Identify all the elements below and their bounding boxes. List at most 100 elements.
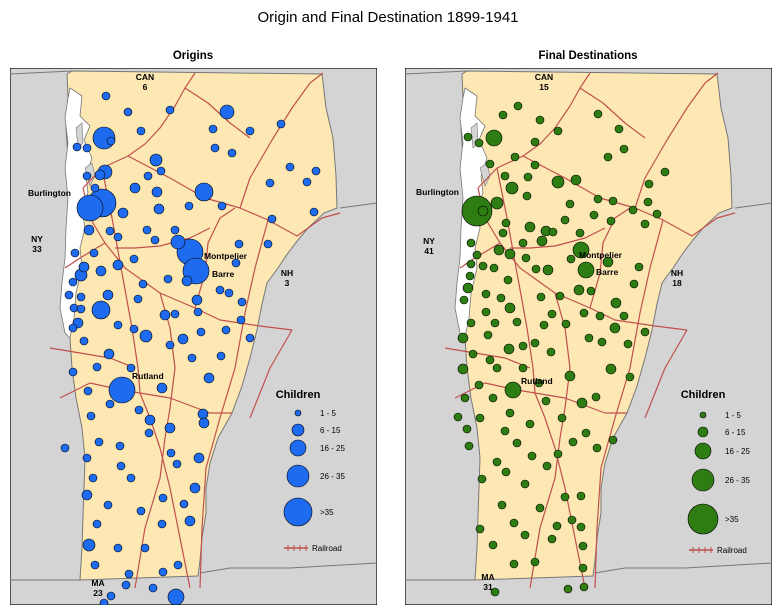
- town-marker: [553, 449, 563, 459]
- neighbor-ny-name: NY: [31, 234, 43, 244]
- neighbor-can-count: 15: [539, 82, 549, 92]
- town-marker: [463, 132, 473, 142]
- town-marker: [68, 323, 78, 333]
- town-marker: [512, 317, 522, 327]
- town-marker: [129, 182, 141, 194]
- town-marker: [481, 307, 491, 317]
- town-marker: [602, 256, 614, 268]
- town-marker: [477, 474, 487, 484]
- town-marker: [78, 261, 90, 273]
- railroad-line: [510, 227, 606, 249]
- town-marker: [498, 228, 508, 238]
- town-marker: [625, 372, 635, 382]
- town-marker: [595, 311, 605, 321]
- legend-class-label: >35: [725, 515, 739, 524]
- town-marker: [466, 238, 476, 248]
- town-marker: [187, 353, 197, 363]
- railroad-line: [199, 219, 269, 589]
- town-marker: [459, 295, 469, 305]
- legend-symbol: [699, 411, 707, 419]
- town-marker: [553, 126, 563, 136]
- legend-railroad-label: Railroad: [312, 544, 342, 553]
- town-marker: [493, 244, 505, 256]
- town-marker: [542, 264, 554, 276]
- neighbor-nh-name: NH: [281, 268, 293, 278]
- origins-lake-island: [75, 122, 84, 149]
- canada-boundary-line: [405, 70, 468, 75]
- town-marker: [103, 500, 113, 510]
- town-marker: [179, 499, 189, 509]
- town-marker: [610, 297, 622, 309]
- legend-title: Children: [681, 389, 726, 401]
- town-marker: [597, 337, 607, 347]
- town-marker: [462, 282, 474, 294]
- town-marker: [500, 171, 510, 181]
- city-label-rutland: Rutland: [521, 376, 553, 386]
- town-marker: [64, 290, 74, 300]
- town-marker: [576, 397, 588, 409]
- town-marker: [477, 205, 489, 217]
- destinations-legend: Children 1 - 5 6 - 15 16 - 25 26 - 35 >35 Rail…: [681, 389, 751, 555]
- town-marker: [593, 194, 603, 204]
- town-marker: [542, 461, 552, 471]
- town-marker: [520, 530, 530, 540]
- railroad-line: [64, 242, 106, 269]
- town-marker: [197, 408, 209, 420]
- origins-panel-title: Origins: [172, 50, 214, 62]
- town-marker: [592, 443, 602, 453]
- town-marker: [126, 363, 136, 373]
- town-marker: [82, 171, 92, 181]
- town-marker: [509, 518, 519, 528]
- town-marker: [115, 441, 125, 451]
- town-marker: [536, 235, 548, 247]
- neighbor-ma-name: MA: [481, 572, 494, 582]
- town-marker: [579, 582, 589, 592]
- railroad-line: [594, 219, 664, 589]
- origins-outside-boundaries: [10, 70, 377, 581]
- town-marker: [193, 307, 203, 317]
- town-marker: [535, 503, 545, 513]
- town-marker: [551, 175, 565, 189]
- town-marker: [129, 324, 139, 334]
- town-marker: [586, 286, 596, 296]
- town-marker: [534, 378, 544, 388]
- town-marker: [76, 304, 86, 314]
- town-marker: [465, 271, 475, 281]
- massachusetts-boundary-line: [594, 562, 772, 574]
- town-marker: [539, 320, 549, 330]
- town-marker: [60, 443, 70, 453]
- town-marker: [564, 370, 576, 382]
- neighbor-ma-count: 23: [93, 588, 103, 598]
- town-marker: [603, 152, 613, 162]
- town-marker: [512, 438, 522, 448]
- legend-symbol: [283, 497, 313, 527]
- town-marker: [163, 274, 173, 284]
- town-marker: [76, 194, 104, 222]
- town-marker: [227, 148, 237, 158]
- legend-symbol: [286, 464, 310, 488]
- railroad-line: [249, 329, 293, 419]
- town-marker: [265, 178, 275, 188]
- town-marker: [99, 598, 109, 605]
- neighbor-can-name: CAN: [136, 72, 154, 82]
- town-marker: [170, 225, 180, 235]
- town-marker: [196, 327, 206, 337]
- town-marker: [460, 393, 470, 403]
- town-marker: [573, 284, 585, 296]
- town-marker: [530, 160, 540, 170]
- town-marker: [652, 209, 662, 219]
- town-marker: [628, 205, 638, 215]
- legend-class-label: 26 - 35: [320, 472, 345, 481]
- town-marker: [140, 543, 150, 553]
- city-label-burlington: Burlington: [28, 188, 71, 198]
- town-marker: [457, 363, 469, 375]
- town-marker: [496, 293, 506, 303]
- neighbor-can-name: CAN: [535, 72, 553, 82]
- town-marker: [237, 297, 247, 307]
- neighbor-ma-name: MA: [91, 578, 104, 588]
- town-marker: [105, 226, 115, 236]
- town-marker: [505, 408, 515, 418]
- town-marker: [245, 333, 255, 343]
- legend-symbol: [294, 409, 302, 417]
